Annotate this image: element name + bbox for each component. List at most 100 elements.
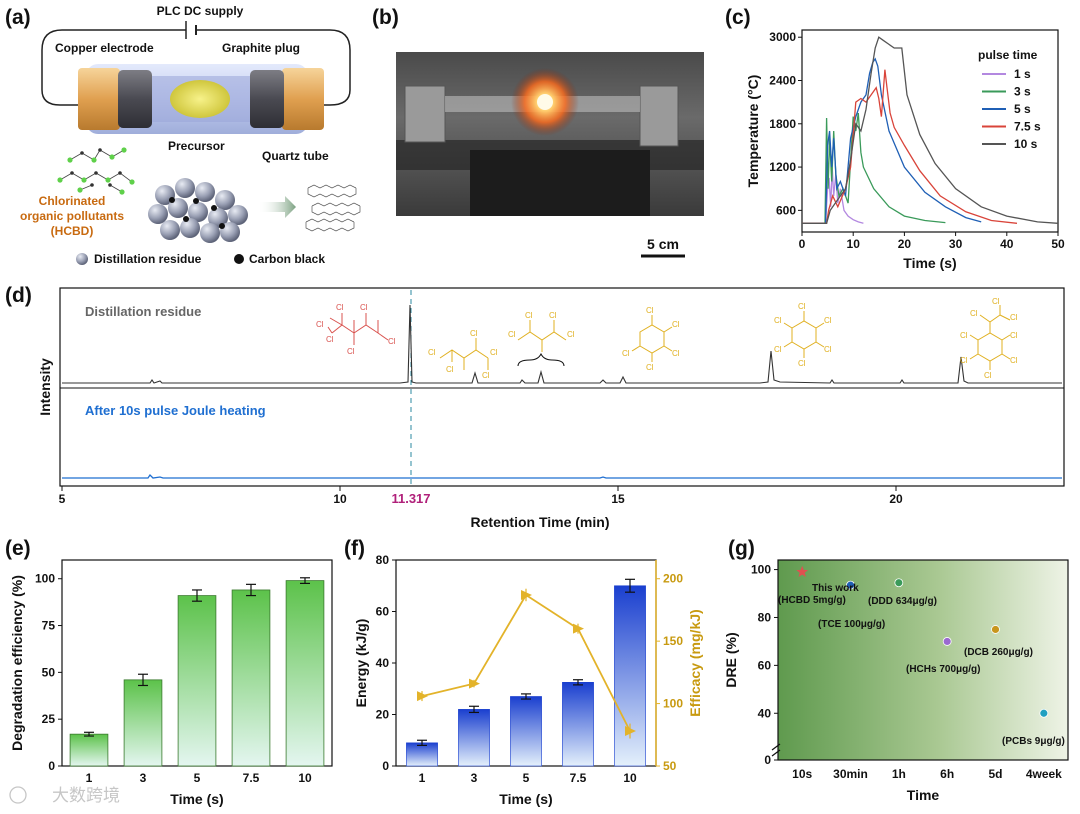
f-efficacy-point bbox=[573, 623, 584, 634]
d-tick-15: 15 bbox=[611, 492, 625, 506]
f-ytick-label: 60 bbox=[376, 605, 390, 619]
bz3-cl-1: Cl bbox=[992, 297, 1000, 306]
c-ytick-label: 1800 bbox=[769, 117, 796, 131]
bottom-chromatogram-trace bbox=[62, 473, 1062, 479]
g-annotation-this-work: This work bbox=[812, 583, 859, 594]
watermark-text: 大数跨境 bbox=[52, 786, 120, 805]
chart-c: 0 10 20 30 40 50 600 1200 1800 2400 3000 Time (s) Te… bbox=[745, 29, 1065, 271]
bz2-cl-6: Cl bbox=[774, 316, 782, 325]
g-annotation-tce: (TCE 100μg/g) bbox=[818, 619, 885, 630]
bz3-cl-4: Cl bbox=[1010, 331, 1018, 340]
e-xtick-label: 5 bbox=[194, 771, 201, 785]
copper-electrode-right bbox=[282, 68, 324, 130]
residue-spheres bbox=[148, 178, 248, 243]
legend-residue-label: Distillation residue bbox=[94, 252, 202, 266]
hcbd-structure bbox=[327, 313, 389, 345]
panel-d-label: (d) bbox=[5, 284, 32, 307]
d-xlabel: Retention Time (min) bbox=[471, 514, 610, 530]
legend-carbon-icon bbox=[234, 254, 244, 264]
bz3-cl-2: Cl bbox=[1010, 313, 1018, 322]
hcb-cl-4: Cl bbox=[567, 330, 575, 339]
copper-electrode-label: Copper electrode bbox=[55, 41, 154, 55]
d-tick-10: 10 bbox=[333, 492, 347, 506]
process-arrow bbox=[258, 196, 296, 218]
bz3-cl-6: Cl bbox=[984, 371, 992, 380]
g-annotation-pcbs: (PCBs 9μg/g) bbox=[1002, 736, 1065, 747]
bz3-cl-5: Cl bbox=[1010, 356, 1018, 365]
c-series-line bbox=[802, 69, 1018, 224]
c-ytick-label: 3000 bbox=[769, 30, 796, 44]
c-xtick-label: 0 bbox=[799, 237, 806, 251]
panel-a-label: (a) bbox=[5, 6, 31, 29]
hcbd-cl-1: Cl bbox=[316, 320, 324, 329]
g-axis-break bbox=[771, 743, 781, 757]
f-ytick-right-label: 150 bbox=[663, 634, 683, 648]
f-bar bbox=[458, 709, 490, 767]
hcbd-cl-5: Cl bbox=[347, 347, 355, 356]
bottom-trace-label: After 10s pulse Joule heating bbox=[85, 403, 266, 418]
hcbd-cl-4: Cl bbox=[388, 337, 396, 346]
d-x-axis bbox=[61, 486, 897, 491]
bz3-cl-7: Cl bbox=[960, 356, 968, 365]
tcp-cl-2: Cl bbox=[470, 329, 478, 338]
f-xtick-label: 7.5 bbox=[570, 771, 587, 785]
e-bar bbox=[285, 580, 325, 767]
f-ytick-right-label: 200 bbox=[663, 572, 683, 586]
tcp-cl-1: Cl bbox=[428, 348, 436, 357]
g-xlabel: Time bbox=[907, 787, 940, 803]
c-xtick-label: 30 bbox=[949, 237, 963, 251]
quartz-tube-label: Quartz tube bbox=[262, 149, 329, 163]
c-ylabel: Temperature (°C) bbox=[745, 75, 761, 188]
f-ytick-right-label: 50 bbox=[663, 759, 677, 773]
bz2-cl-1: Cl bbox=[798, 302, 806, 311]
retention-marker-label: 11.317 bbox=[391, 491, 430, 506]
e-bar bbox=[123, 679, 163, 767]
tcp-cl-3: Cl bbox=[490, 348, 498, 357]
g-annotation-dcb: (DCB 260μg/g) bbox=[964, 647, 1033, 658]
g-annotation-ddd: (DDD 634μg/g) bbox=[868, 596, 937, 607]
chromatogram-frame bbox=[59, 287, 1065, 487]
d-tick-5: 5 bbox=[59, 492, 66, 506]
bz1-cl-1: Cl bbox=[646, 306, 654, 315]
f-xtick-label: 10 bbox=[623, 771, 637, 785]
f-ylabel-right: Efficacy (mg/kJ) bbox=[687, 609, 703, 716]
f-efficacy-point bbox=[625, 726, 636, 737]
e-ytick-label: 0 bbox=[48, 759, 55, 773]
c-xtick-label: 10 bbox=[847, 237, 861, 251]
panel-g-label: (g) bbox=[728, 537, 755, 560]
g-point bbox=[991, 625, 1000, 634]
bz1-cl-4: Cl bbox=[646, 363, 654, 372]
panel-f: (f) 0 20 40 60 80 50 100 150 200 1 3 5 7.5 10 Time (s)… bbox=[344, 537, 703, 807]
benzene-structure-2 bbox=[783, 311, 825, 358]
c-legend-label: 3 s bbox=[1014, 85, 1031, 99]
chart-f: 0 20 40 60 80 50 100 150 200 1 3 5 7.5 10 Time (s) Ener… bbox=[353, 553, 703, 807]
photo-base bbox=[470, 150, 650, 216]
c-xtick-label: 20 bbox=[898, 237, 912, 251]
c-legend-label: 10 s bbox=[1014, 137, 1038, 151]
g-xtick-label: 5d bbox=[988, 767, 1002, 781]
c-legend-label: 7.5 s bbox=[1014, 120, 1041, 134]
hcb-cl-2: Cl bbox=[525, 311, 533, 320]
f-efficacy-point bbox=[521, 589, 532, 600]
hcbd-cl-2: Cl bbox=[336, 303, 344, 312]
pollutant-label-3: (HCBD) bbox=[51, 224, 94, 238]
hcbd-cl-3: Cl bbox=[360, 303, 368, 312]
panel-a: (a) PLC DC supply Copper electrode Graph… bbox=[5, 4, 361, 266]
g-point bbox=[942, 637, 952, 646]
g-point bbox=[846, 580, 855, 590]
graphite-plug-label: Graphite plug bbox=[222, 41, 300, 55]
precursor-label: Precursor bbox=[168, 139, 225, 153]
g-xtick-label: 6h bbox=[940, 767, 954, 781]
d-tick-20: 20 bbox=[889, 492, 903, 506]
d-ylabel: Intensity bbox=[37, 358, 53, 416]
graphite-plug-right bbox=[250, 70, 284, 128]
e-xtick-label: 7.5 bbox=[243, 771, 260, 785]
bz2-cl-3: Cl bbox=[824, 345, 832, 354]
g-xtick-label: 30min bbox=[833, 767, 868, 781]
wire-right bbox=[196, 29, 351, 106]
c-series-line bbox=[802, 36, 1059, 224]
pollutant-label-2: organic pollutants bbox=[20, 209, 124, 223]
hcb-brace-structure bbox=[517, 320, 567, 367]
wire-left bbox=[41, 29, 186, 106]
